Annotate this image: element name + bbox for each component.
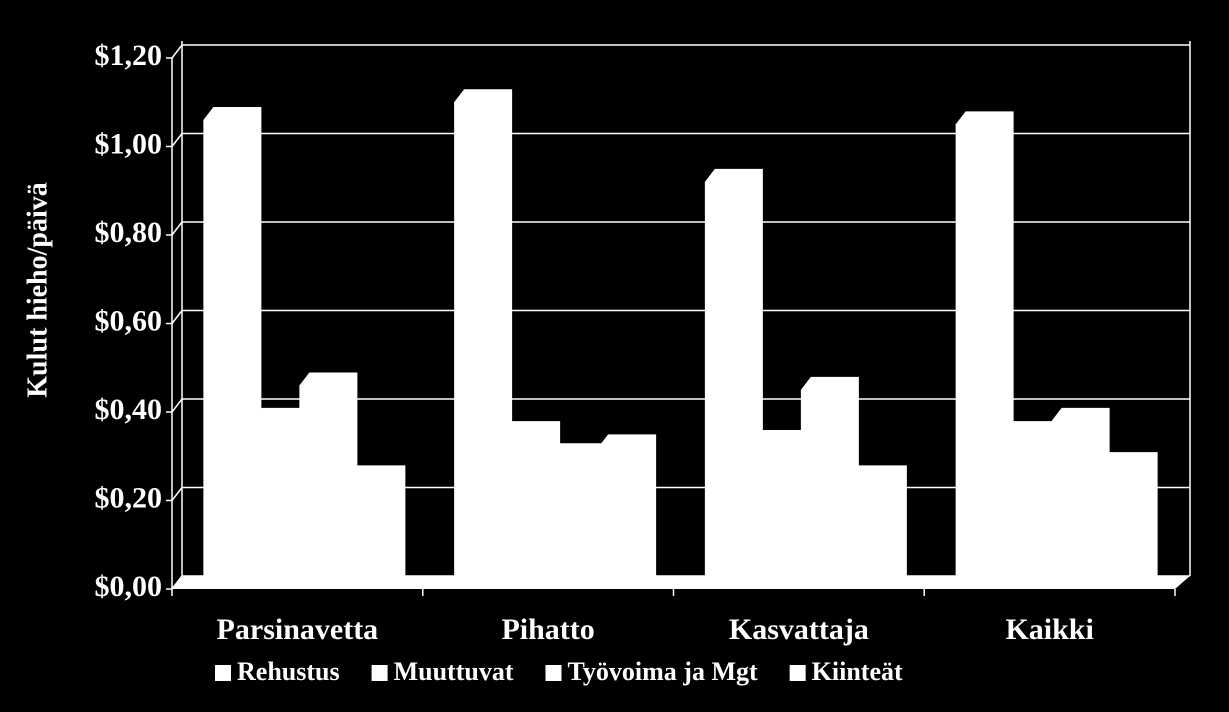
- bar: [1003, 421, 1062, 589]
- bar-face: [1099, 465, 1148, 589]
- bar-face: [347, 478, 396, 589]
- bar-face: [502, 434, 551, 589]
- bar: [752, 429, 811, 589]
- legend-label: Rehustus: [237, 657, 340, 686]
- y-axis-label: Kulut hieho/päivä: [22, 182, 53, 398]
- bar-face: [454, 102, 503, 589]
- bar-face: [203, 119, 252, 589]
- grid-line: [171, 221, 183, 236]
- bar: [848, 465, 907, 589]
- grid-line: [171, 487, 183, 501]
- legend-swatch: [545, 665, 562, 681]
- y-tick-label: $0,40: [95, 393, 163, 426]
- bar-face: [704, 181, 753, 589]
- grid-line: [171, 310, 183, 324]
- legend-swatch: [215, 665, 231, 681]
- bar-face: [752, 442, 801, 589]
- bar-face: [1003, 434, 1052, 589]
- bar: [598, 434, 657, 589]
- legend-label: Kiinteät: [812, 657, 903, 686]
- grid-line: [171, 133, 183, 147]
- x-tick-label: Pihatto: [501, 613, 594, 646]
- x-tick-label: Kaikki: [1005, 613, 1093, 646]
- bar: [251, 407, 310, 589]
- legend-swatch: [371, 665, 388, 681]
- y-tick-label: $1,00: [95, 127, 163, 160]
- bar-face: [550, 456, 599, 589]
- y-tick-label: $1,20: [95, 39, 163, 72]
- bar-face: [800, 389, 849, 589]
- legend-swatch: [789, 665, 806, 681]
- x-tick-label: Parsinavetta: [217, 613, 379, 646]
- y-tick-label: $0,00: [95, 570, 163, 603]
- x-tick-label: Kasvattaja: [729, 613, 869, 646]
- bar: [800, 376, 859, 589]
- bar: [1099, 452, 1158, 589]
- floor: [172, 576, 1190, 589]
- bar-face: [1051, 420, 1100, 589]
- bar-face: [251, 420, 300, 589]
- bar-face: [848, 478, 897, 589]
- y-tick-label: $0,80: [95, 216, 163, 249]
- bar: [347, 465, 406, 589]
- bar: [955, 111, 1014, 589]
- bar: [1051, 407, 1110, 589]
- bar: [299, 372, 358, 589]
- bar: [203, 106, 262, 589]
- bar: [502, 421, 561, 589]
- legend-label: Työvoima ja Mgt: [568, 657, 758, 686]
- bar-face: [955, 124, 1004, 589]
- grid-line: [171, 44, 183, 59]
- bar: [704, 168, 763, 589]
- legend-label: Muuttuvat: [394, 657, 514, 686]
- bar-face: [299, 385, 348, 589]
- bar: [550, 443, 609, 589]
- bar: [454, 89, 513, 589]
- grid-line: [171, 398, 183, 413]
- y-tick-label: $0,20: [95, 481, 163, 514]
- bar-face: [598, 447, 647, 589]
- y-tick-label: $0,60: [95, 304, 163, 337]
